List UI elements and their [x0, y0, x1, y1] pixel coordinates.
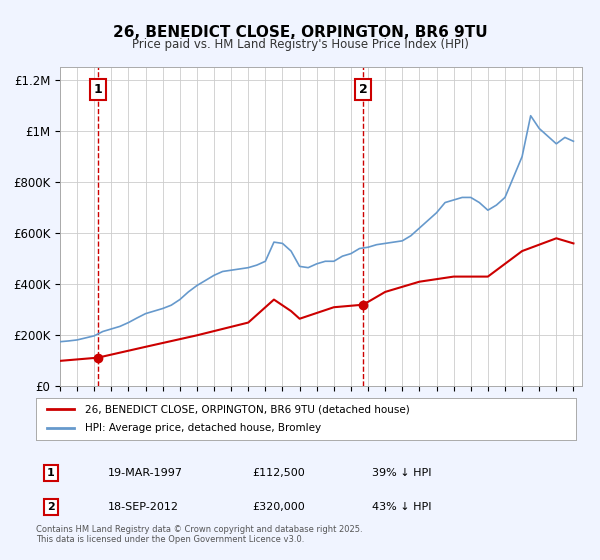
Text: 1: 1	[47, 468, 55, 478]
Text: HPI: Average price, detached house, Bromley: HPI: Average price, detached house, Brom…	[85, 423, 321, 433]
Text: 26, BENEDICT CLOSE, ORPINGTON, BR6 9TU (detached house): 26, BENEDICT CLOSE, ORPINGTON, BR6 9TU (…	[85, 404, 409, 414]
Text: 19-MAR-1997: 19-MAR-1997	[108, 468, 183, 478]
Text: 26, BENEDICT CLOSE, ORPINGTON, BR6 9TU: 26, BENEDICT CLOSE, ORPINGTON, BR6 9TU	[113, 25, 487, 40]
Text: Price paid vs. HM Land Registry's House Price Index (HPI): Price paid vs. HM Land Registry's House …	[131, 38, 469, 51]
Text: Contains HM Land Registry data © Crown copyright and database right 2025.
This d: Contains HM Land Registry data © Crown c…	[36, 525, 362, 544]
Text: £112,500: £112,500	[252, 468, 305, 478]
Text: 1: 1	[94, 83, 102, 96]
Text: 43% ↓ HPI: 43% ↓ HPI	[372, 502, 431, 512]
Text: £320,000: £320,000	[252, 502, 305, 512]
Text: 39% ↓ HPI: 39% ↓ HPI	[372, 468, 431, 478]
Text: 18-SEP-2012: 18-SEP-2012	[108, 502, 179, 512]
Text: 2: 2	[47, 502, 55, 512]
Text: 2: 2	[359, 83, 368, 96]
